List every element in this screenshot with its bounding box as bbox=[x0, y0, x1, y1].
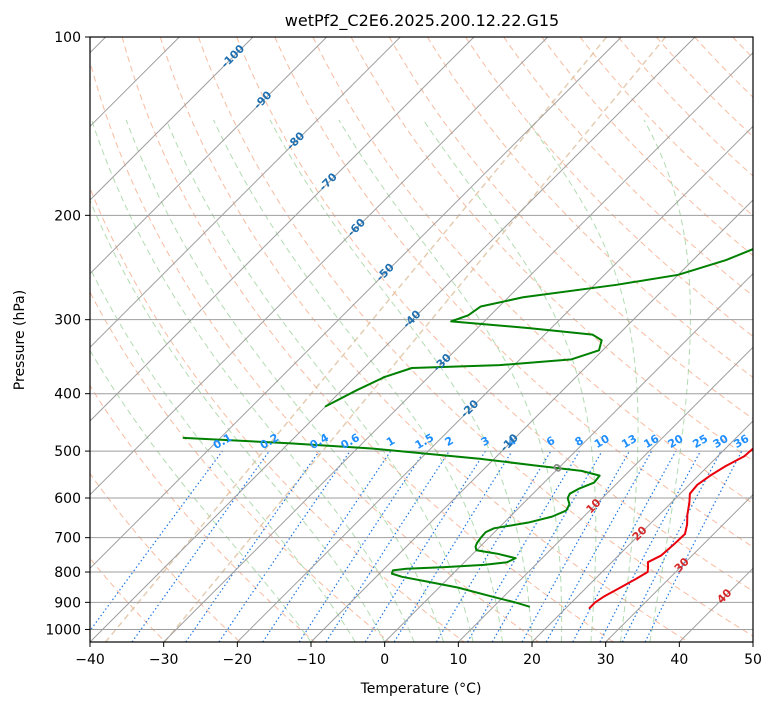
y-tick-label: 1000 bbox=[45, 622, 81, 638]
mixing-ratio-line bbox=[572, 450, 677, 642]
moist-adiabat-line bbox=[643, 119, 691, 642]
moist-adiabat-line bbox=[90, 266, 356, 642]
y-tick-label: 500 bbox=[54, 444, 81, 460]
x-tick-label: −10 bbox=[296, 652, 326, 668]
moist-adiabat-line bbox=[165, 119, 474, 642]
y-tick-label: 100 bbox=[54, 30, 81, 46]
x-axis-label: Temperature (°C) bbox=[360, 681, 482, 697]
dewpoint-line bbox=[182, 436, 601, 608]
background-lines bbox=[90, 37, 753, 642]
x-tick-label: 50 bbox=[744, 652, 762, 668]
mixing-ratio-line bbox=[435, 450, 552, 642]
x-tick-label: 10 bbox=[449, 652, 467, 668]
y-axis: 100 200 300 400 500 600 700 800 900 1000 bbox=[45, 30, 90, 638]
dry-adiabat-line bbox=[350, 37, 753, 462]
isotherm-line bbox=[605, 493, 753, 642]
y-axis-label: Pressure (hPa) bbox=[12, 290, 28, 390]
y-tick-label: 400 bbox=[54, 387, 81, 403]
dry-adiabat-line bbox=[274, 37, 753, 548]
isotherm-line bbox=[163, 51, 753, 642]
temperature-line bbox=[588, 447, 753, 609]
moist-adiabat-line bbox=[526, 119, 639, 642]
y-tick-label: 600 bbox=[54, 491, 81, 507]
moist-adiabat-line bbox=[90, 349, 312, 642]
isotherm-line bbox=[384, 272, 753, 642]
x-tick-label: −40 bbox=[75, 652, 105, 668]
mixing-ratio-line bbox=[491, 450, 603, 642]
moist-adiabat-line bbox=[91, 119, 415, 642]
isotherm-line bbox=[236, 125, 753, 642]
dry-adiabat-line bbox=[388, 37, 753, 420]
x-tick-label: 20 bbox=[523, 652, 541, 668]
mixing-ratio-line bbox=[90, 450, 223, 632]
mixing-ratio-line bbox=[466, 450, 580, 642]
chart-title: wetPf2_C2E6.2025.200.12.22.G15 bbox=[285, 11, 559, 31]
y-tick-label: 200 bbox=[54, 208, 81, 224]
x-tick-label: −20 bbox=[223, 652, 253, 668]
moist-adiabat-line bbox=[213, 119, 504, 642]
mixing-ratio-line bbox=[364, 450, 486, 642]
y-tick-label: 900 bbox=[54, 595, 81, 611]
moist-adiabat-line bbox=[269, 119, 533, 642]
x-tick-label: −30 bbox=[149, 652, 179, 668]
dry-adiabat-line bbox=[579, 37, 753, 217]
isotherm-line bbox=[90, 37, 475, 422]
isotherm-line bbox=[310, 199, 753, 642]
plot-frame bbox=[89, 36, 754, 643]
x-tick-label: 30 bbox=[597, 652, 615, 668]
isotherm-line bbox=[90, 37, 328, 275]
isotherm-line bbox=[90, 37, 549, 496]
mixing-ratio-line bbox=[185, 450, 320, 642]
dry-adiabat-line bbox=[312, 37, 753, 505]
dry-adiabat-line bbox=[541, 37, 753, 257]
x-tick-label: 40 bbox=[670, 652, 688, 668]
y-tick-label: 300 bbox=[54, 313, 81, 329]
x-axis: −40 −30 −20 −10 0 10 20 30 40 50 bbox=[75, 642, 762, 668]
isotherm-line bbox=[90, 37, 696, 642]
dry-adiabat-line bbox=[90, 291, 390, 642]
dry-adiabat-line bbox=[236, 37, 753, 592]
dewpoint-line-upper bbox=[324, 248, 753, 408]
y-tick-label: 700 bbox=[54, 531, 81, 547]
moist-adiabat-line bbox=[338, 119, 563, 642]
dry-adiabat-line bbox=[426, 37, 753, 378]
profile-series bbox=[182, 248, 753, 609]
isotherm-line bbox=[90, 37, 622, 570]
x-tick-label: 0 bbox=[380, 652, 389, 668]
moist-adiabat-line bbox=[125, 119, 445, 642]
isotherm-line bbox=[457, 346, 753, 642]
dry-adiabat-line bbox=[90, 186, 465, 642]
curved-reference-line bbox=[104, 37, 608, 642]
y-tick-label: 800 bbox=[54, 565, 81, 581]
isotherm-line bbox=[90, 37, 401, 349]
dry-adiabat-line bbox=[159, 37, 689, 642]
isotherm-line bbox=[531, 420, 753, 642]
mixing-ratio-line bbox=[521, 450, 631, 642]
mixing-ratio-line bbox=[131, 450, 270, 642]
mixing-ratio-line bbox=[393, 450, 513, 642]
curved-reference-line bbox=[163, 37, 667, 642]
isotherm-line bbox=[90, 37, 254, 201]
dry-adiabat-line bbox=[121, 37, 614, 642]
mixing-ratio-line bbox=[218, 450, 351, 642]
mixing-ratio-line bbox=[325, 450, 450, 642]
dry-adiabat-line bbox=[90, 59, 540, 642]
dry-adiabat-line bbox=[198, 37, 753, 637]
